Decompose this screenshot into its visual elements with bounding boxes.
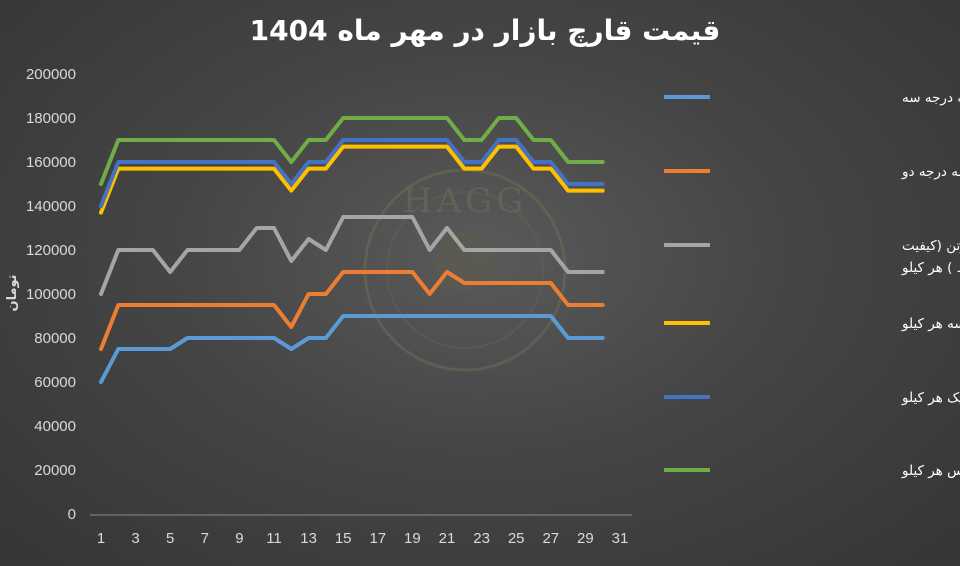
y-tick-label: 80000	[34, 330, 76, 347]
x-tick-label: 15	[335, 530, 352, 547]
x-tick-label: 1	[97, 530, 105, 547]
y-tick-label: 0	[68, 506, 76, 523]
legend-label: قارچ فله در سبد و کیسه و کارتن (کیفیت	[902, 238, 960, 254]
x-tick-label: 25	[508, 530, 525, 547]
y-tick-label: 140000	[26, 198, 76, 215]
chart-title: قیمت قارچ بازار در مهر ماه 1404	[250, 14, 721, 47]
y-tick-label: 60000	[34, 374, 76, 391]
y-tick-label: 120000	[26, 242, 76, 259]
watermark-text: HAGG	[403, 181, 528, 221]
x-tick-label: 9	[235, 530, 243, 547]
y-axis-label: تومان	[5, 274, 20, 311]
series-lines	[99, 116, 605, 384]
legend-label: قارچ فله درجه دو	[901, 164, 960, 180]
y-tick-label: 180000	[26, 110, 76, 127]
y-axis-ticks: 0 20000 40000 60000 80000 100000 120000 140000 1…	[26, 66, 76, 523]
x-tick-label: 5	[166, 530, 174, 547]
x-tick-label: 7	[201, 530, 209, 547]
y-tick-label: 160000	[26, 154, 76, 171]
series-line-2	[99, 270, 605, 351]
x-axis-ticks: 1 3 5 7 9 11 13 15 17 19 21 23 25 27 29 31	[97, 530, 629, 547]
legend-label: قارچ فله درجه سه	[902, 90, 960, 106]
legend-label: قارچ فله سبد درجه یک هر کیلو	[901, 390, 960, 406]
legend-label: متوسط ) هر کیلو	[901, 260, 960, 276]
y-tick-label: 20000	[34, 462, 76, 479]
x-tick-label: 27	[542, 530, 559, 547]
legend-label: قارچ فله در کیسه هر کیلو	[901, 316, 960, 332]
x-tick-label: 3	[131, 530, 139, 547]
series-line-4	[99, 144, 605, 215]
legend-label: قارچ فله در سبد لوکس هر کیلو	[901, 463, 960, 479]
x-tick-label: 23	[473, 530, 490, 547]
series-line-5	[99, 138, 605, 208]
y-tick-label: 100000	[26, 286, 76, 303]
y-tick-label: 40000	[34, 418, 76, 435]
x-tick-label: 29	[577, 530, 594, 547]
x-tick-label: 17	[369, 530, 386, 547]
x-tick-label: 19	[404, 530, 421, 547]
watermark-logo: HAGG	[363, 168, 567, 372]
series-line-1	[99, 314, 605, 384]
x-tick-label: 31	[612, 530, 629, 547]
y-tick-label: 200000	[26, 66, 76, 83]
x-tick-label: 11	[266, 530, 282, 547]
x-tick-label: 21	[439, 530, 456, 547]
x-tick-label: 13	[300, 530, 317, 547]
series-line-3	[99, 215, 605, 296]
legend: قارچ فله درجه سه قارچ فله درجه دو قارچ فله…	[664, 90, 960, 479]
series-line-6	[99, 116, 605, 186]
